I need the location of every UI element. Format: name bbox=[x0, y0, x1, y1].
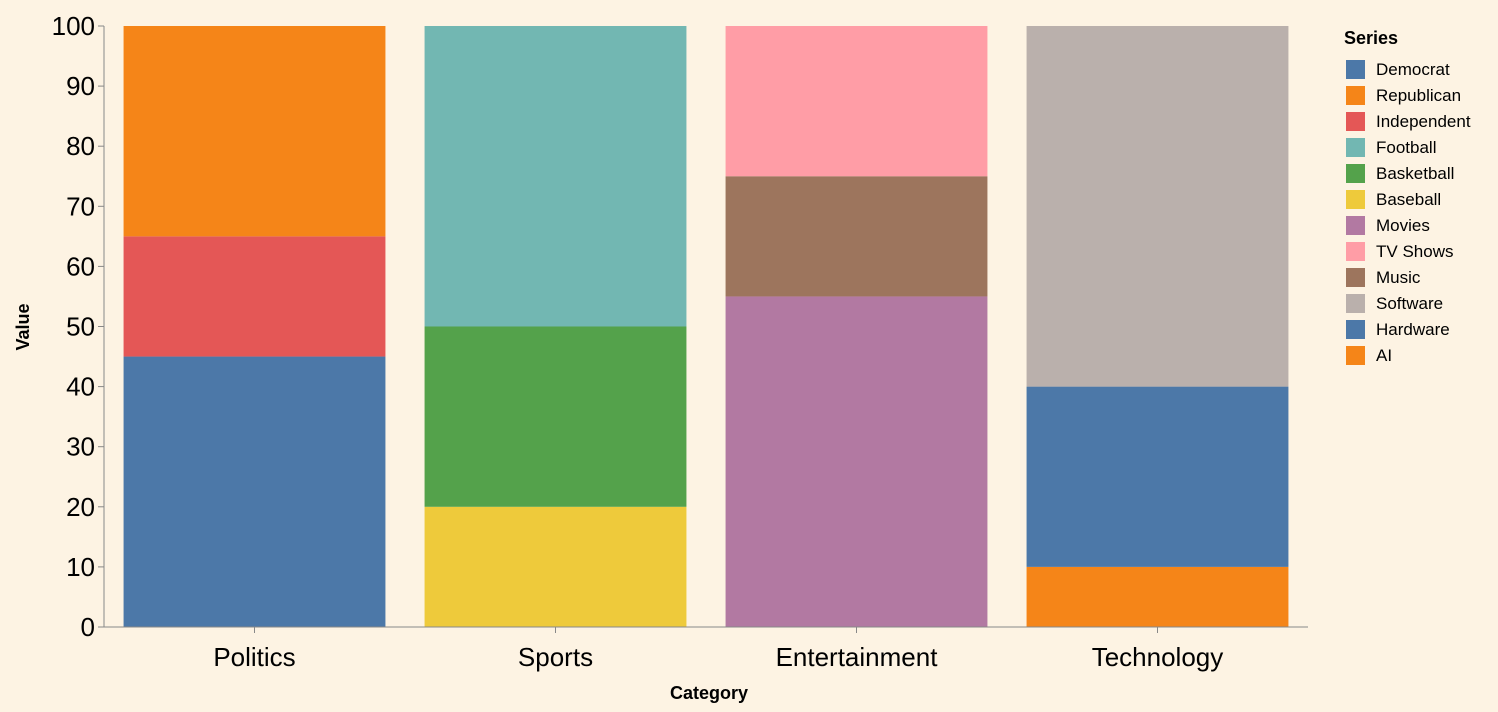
x-tick-label-sports: Sports bbox=[518, 642, 593, 672]
x-tick-label-politics: Politics bbox=[213, 642, 295, 672]
bar-politics-republican bbox=[123, 26, 386, 237]
legend-swatch-hardware bbox=[1346, 320, 1365, 339]
y-tick-label: 60 bbox=[66, 251, 95, 281]
y-axis-title: Value bbox=[13, 303, 33, 350]
legend-swatch-football bbox=[1346, 138, 1365, 157]
y-tick-label: 20 bbox=[66, 492, 95, 522]
bar-sports-baseball bbox=[424, 506, 687, 627]
legend-swatch-ai bbox=[1346, 346, 1365, 365]
legend-label-ai: AI bbox=[1376, 346, 1392, 365]
legend-swatch-baseball bbox=[1346, 190, 1365, 209]
bar-entertainment-music bbox=[725, 176, 988, 297]
y-tick-label: 50 bbox=[66, 312, 95, 342]
legend-label-democrat: Democrat bbox=[1376, 60, 1450, 79]
bar-technology-software bbox=[1026, 26, 1289, 387]
legend-label-basketball: Basketball bbox=[1376, 164, 1454, 183]
legend-label-movies: Movies bbox=[1376, 216, 1430, 235]
bar-sports-basketball bbox=[424, 326, 687, 507]
bar-entertainment-movies bbox=[725, 296, 988, 627]
bar-sports-football bbox=[424, 26, 687, 327]
legend-title: Series bbox=[1344, 28, 1398, 48]
y-tick-label: 0 bbox=[81, 612, 95, 642]
x-axis: Politics Sports Entertainment Technology bbox=[104, 626, 1308, 672]
bar-politics-democrat bbox=[123, 356, 386, 627]
bar-technology-ai bbox=[1026, 566, 1289, 627]
y-tick-label: 30 bbox=[66, 432, 95, 462]
x-axis-title: Category bbox=[670, 683, 748, 703]
legend-swatch-software bbox=[1346, 294, 1365, 313]
legend: Series Democrat Republican Independent Foot… bbox=[1344, 28, 1471, 365]
y-tick-label: 90 bbox=[66, 71, 95, 101]
legend-swatch-basketball bbox=[1346, 164, 1365, 183]
legend-swatch-tv-shows bbox=[1346, 242, 1365, 261]
legend-label-tv-shows: TV Shows bbox=[1376, 242, 1453, 261]
x-tick-label-technology: Technology bbox=[1092, 642, 1224, 672]
legend-swatch-music bbox=[1346, 268, 1365, 287]
y-tick-label: 100 bbox=[52, 11, 95, 41]
legend-swatch-movies bbox=[1346, 216, 1365, 235]
legend-label-independent: Independent bbox=[1376, 112, 1471, 131]
x-tick-label-entertainment: Entertainment bbox=[776, 642, 939, 672]
legend-label-hardware: Hardware bbox=[1376, 320, 1450, 339]
y-tick-label: 10 bbox=[66, 552, 95, 582]
legend-swatch-republican bbox=[1346, 86, 1365, 105]
bar-politics-independent bbox=[123, 236, 386, 357]
y-axis: 0 10 20 30 40 50 60 70 80 90 100 bbox=[52, 11, 105, 642]
bar-technology-hardware bbox=[1026, 386, 1289, 567]
legend-label-music: Music bbox=[1376, 268, 1421, 287]
legend-swatch-democrat bbox=[1346, 60, 1365, 79]
legend-label-republican: Republican bbox=[1376, 86, 1461, 105]
legend-swatch-independent bbox=[1346, 112, 1365, 131]
bar-entertainment-tv-shows bbox=[725, 26, 988, 177]
y-tick-label: 40 bbox=[66, 372, 95, 402]
y-tick-label: 70 bbox=[66, 191, 95, 221]
y-tick-label: 80 bbox=[66, 131, 95, 161]
legend-label-software: Software bbox=[1376, 294, 1443, 313]
legend-label-baseball: Baseball bbox=[1376, 190, 1441, 209]
legend-label-football: Football bbox=[1376, 138, 1436, 157]
bars-group bbox=[123, 26, 1289, 627]
